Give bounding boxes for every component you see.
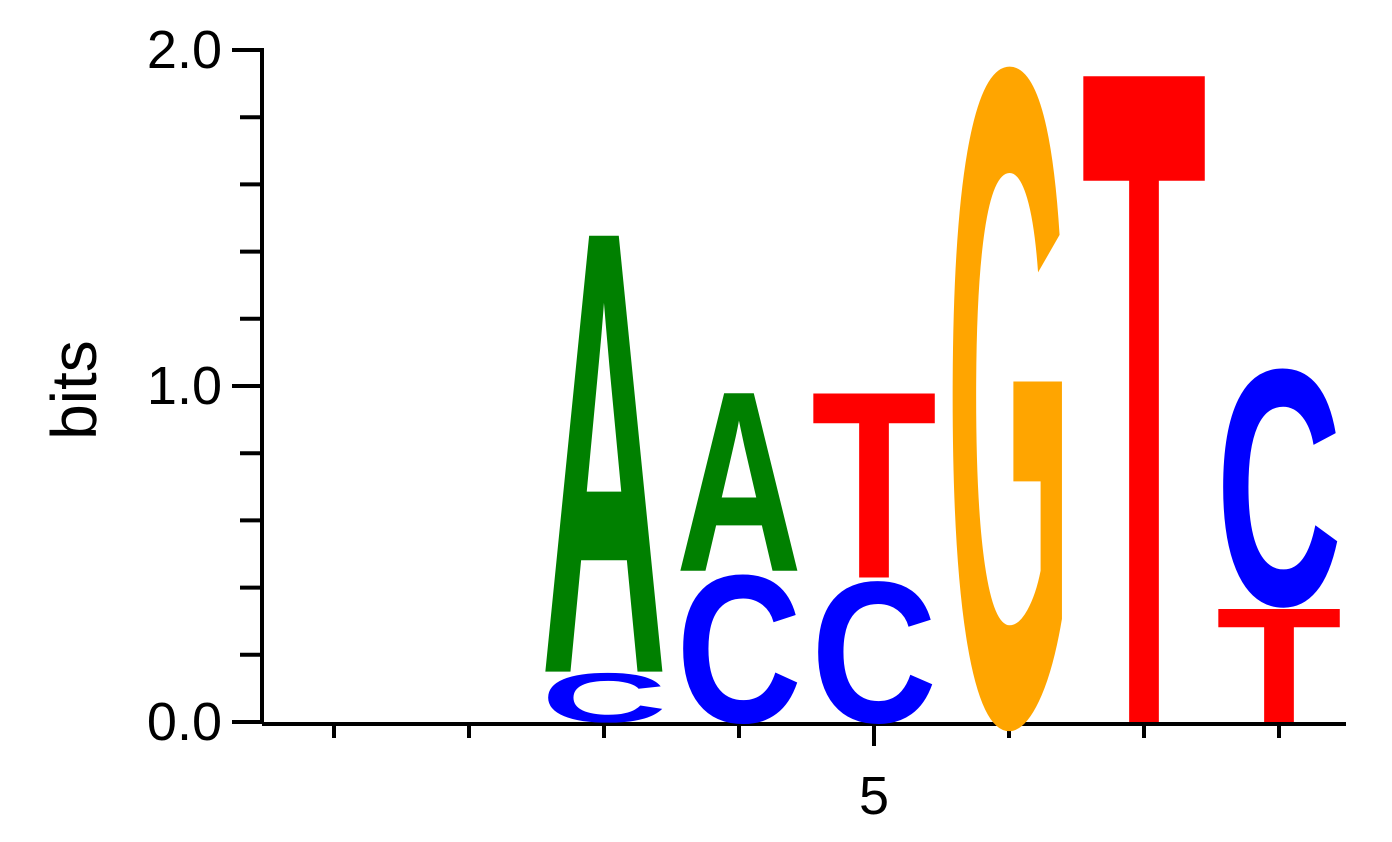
- letter-G-pos-6: G: [946, 0, 1072, 842]
- letter-A-pos-3: A: [541, 99, 667, 807]
- y-tick-label: 1.0: [147, 356, 222, 416]
- letter-A-pos-4: A: [676, 338, 802, 626]
- letter-T-pos-5: T: [811, 336, 937, 635]
- letter-C-pos-8: C: [1216, 299, 1342, 676]
- y-tick-label: 2.0: [147, 20, 222, 80]
- letter-T-pos-8: T: [1216, 573, 1342, 757]
- tick-group: 0.0 1.0 2.0 5: [147, 20, 1281, 826]
- letter-C-pos-4: C: [676, 532, 802, 767]
- y-axis-title: bits: [38, 340, 110, 440]
- letter-T-pos-7: T: [1081, 0, 1207, 842]
- letter-C-pos-5: C: [811, 539, 937, 765]
- letter-C-pos-3: C: [541, 659, 667, 737]
- y-tick-label: 0.0: [147, 692, 222, 752]
- x-tick-label: 5: [859, 766, 889, 826]
